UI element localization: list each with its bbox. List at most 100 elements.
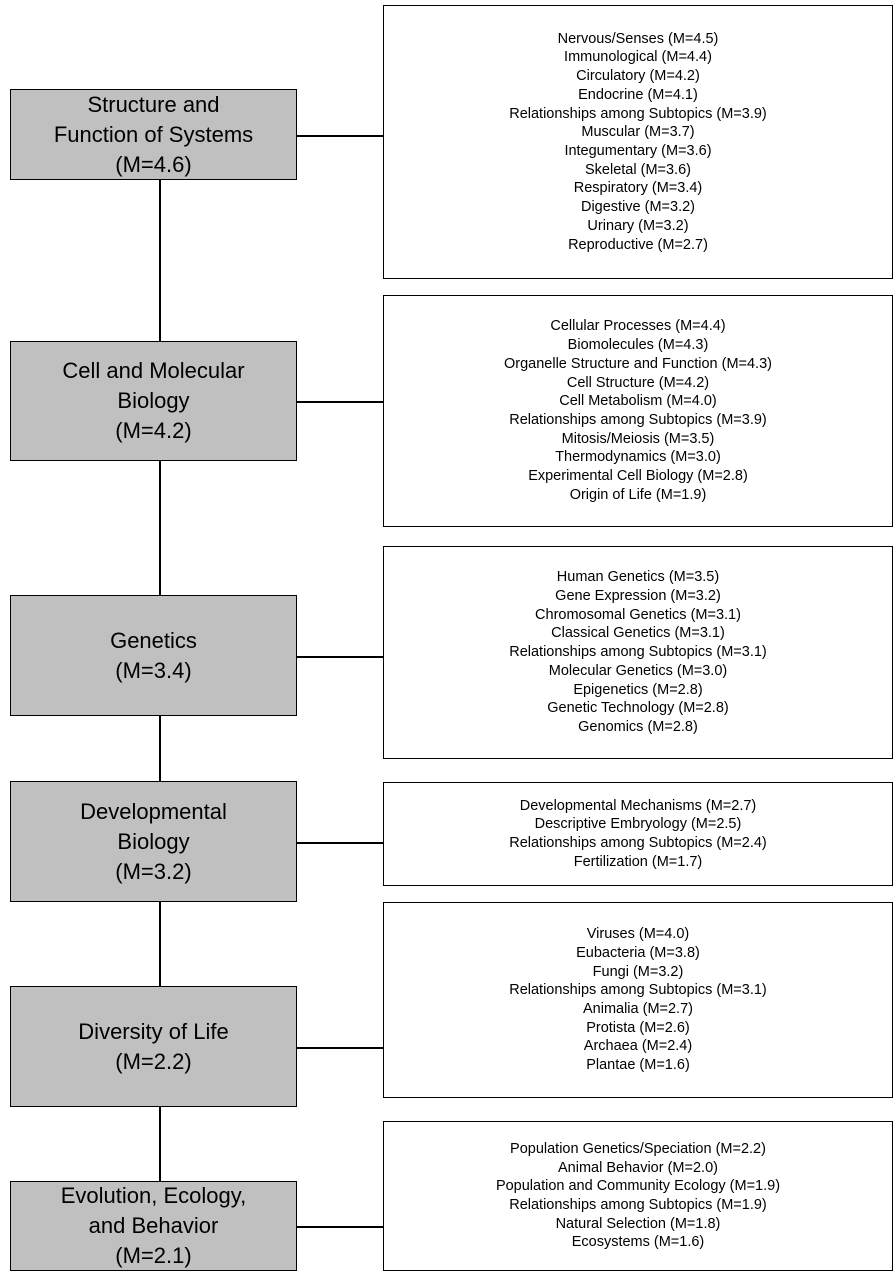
subtopic-item: Genetic Technology (M=2.8): [547, 700, 729, 717]
subtopic-item: Archaea (M=2.4): [583, 1038, 693, 1055]
subtopic-item: Cellular Processes (M=4.4): [550, 318, 726, 335]
subtopic-item: Relationships among Subtopics (M=1.9): [509, 1197, 767, 1213]
subtopic-item: Fertilization (M=1.7): [573, 853, 703, 870]
branch-connector: [297, 401, 383, 403]
subtopic-item: Molecular Genetics (M=3.0): [548, 662, 728, 679]
subtopic-item: Genomics (M=2.8): [578, 718, 698, 735]
category-box: Cell and Molecular Biology (M=4.2): [10, 341, 297, 461]
category-label-line: Biology: [117, 828, 190, 854]
subtopic-box: Population Genetics/Speciation (M=2.2) An…: [383, 1121, 893, 1271]
category-box: Diversity of Life (M=2.2): [10, 986, 297, 1107]
subtopic-item: Relationships among Subtopics (M=2.4): [509, 835, 767, 851]
subtopic-item: Integumentary (M=3.6): [564, 143, 712, 159]
subtopic-item: Descriptive Embryology (M=2.5): [534, 816, 742, 833]
subtopic-item: Population Genetics/Speciation (M=2.2): [510, 1140, 766, 1157]
category-label-line: Cell and Molecular: [62, 358, 245, 383]
subtopic-item: Animal Behavior (M=2.0): [558, 1159, 718, 1176]
spine-connector: [159, 1107, 161, 1181]
subtopic-list: Population Genetics/Speciation (M=2.2) An…: [496, 1140, 780, 1252]
category-label-line: (M=3.2): [115, 858, 192, 884]
category-label-line: Developmental: [80, 798, 227, 824]
subtopic-item: Eubacteria (M=3.8): [576, 944, 700, 961]
category-label-line: (M=2.2): [115, 1048, 192, 1074]
branch-connector: [297, 842, 383, 844]
subtopic-item: Relationships among Subtopics (M=3.1): [509, 982, 767, 999]
category-label-line: Biology: [117, 388, 190, 413]
subtopic-list: Nervous/Senses (M=4.5) Immunological (M=4…: [509, 30, 767, 254]
category-box: Developmental Biology (M=3.2): [10, 781, 297, 902]
subtopic-item: Urinary (M=3.2): [587, 217, 689, 234]
subtopic-item: Experimental Cell Biology (M=2.8): [528, 468, 748, 485]
subtopic-item: Origin of Life (M=1.9): [569, 486, 707, 503]
subtopic-item: Thermodynamics (M=3.0): [555, 449, 721, 466]
subtopic-item: Nervous/Senses (M=4.5): [557, 30, 719, 47]
subtopic-item: Organelle Structure and Function (M=4.3): [504, 355, 772, 372]
subtopic-box: Human Genetics (M=3.5) Gene Expression (M…: [383, 546, 893, 759]
category-label-line: Function of Systems: [53, 121, 254, 147]
subtopic-item: Gene Expression (M=3.2): [555, 588, 721, 605]
subtopic-box: Nervous/Senses (M=4.5) Immunological (M=4…: [383, 5, 893, 279]
spine-connector: [159, 180, 161, 341]
subtopic-box: Cellular Processes (M=4.4) Biomolecules (…: [383, 295, 893, 527]
subtopic-list: Developmental Mechanisms (M=2.7) Descript…: [509, 797, 767, 872]
spine-connector: [159, 716, 161, 781]
subtopic-item: Relationships among Subtopics (M=3.9): [509, 412, 767, 428]
category-label-line: Evolution, Ecology,: [60, 1183, 247, 1208]
subtopic-item: Plantae (M=1.6): [586, 1057, 690, 1074]
spine-connector: [159, 461, 161, 595]
category-label: Structure and Function of Systems (M=4.6): [54, 90, 253, 180]
subtopic-item: Circulatory (M=4.2): [576, 68, 700, 85]
subtopic-item: Fungi (M=3.2): [592, 963, 684, 980]
category-label: Diversity of Life (M=2.2): [78, 1017, 228, 1077]
category-label-line: (M=4.6): [115, 151, 192, 177]
subtopic-item: Relationships among Subtopics (M=3.1): [509, 644, 767, 661]
subtopic-item: Viruses (M=4.0): [586, 926, 690, 943]
subtopic-item: Mitosis/Meiosis (M=3.5): [561, 430, 715, 447]
subtopic-item: Natural Selection (M=1.8): [555, 1215, 721, 1232]
branch-connector: [297, 135, 383, 137]
spine-connector: [159, 902, 161, 986]
subtopic-box: Developmental Mechanisms (M=2.7) Descript…: [383, 782, 893, 886]
subtopic-item: Relationships among Subtopics (M=3.9): [509, 105, 767, 122]
subtopic-list: Cellular Processes (M=4.4) Biomolecules (…: [504, 317, 772, 504]
subtopic-box: Viruses (M=4.0) Eubacteria (M=3.8) Fungi (…: [383, 902, 893, 1098]
subtopic-item: Skeletal (M=3.6): [585, 161, 691, 178]
subtopic-list: Human Genetics (M=3.5) Gene Expression (M…: [509, 568, 767, 736]
subtopic-item: Protista (M=2.6): [586, 1019, 690, 1036]
subtopic-item: Immunological (M=4.4): [564, 49, 712, 66]
subtopic-item: Population and Community Ecology (M=1.9): [495, 1178, 781, 1195]
branch-connector: [297, 656, 383, 658]
subtopic-item: Muscular (M=3.7): [581, 124, 695, 141]
category-label-line: (M=4.2): [115, 418, 192, 443]
category-label-line: (M=3.4): [115, 657, 192, 683]
branch-connector: [297, 1226, 383, 1228]
subtopic-item: Respiratory (M=3.4): [573, 180, 703, 197]
category-label-line: and Behavior: [88, 1213, 219, 1238]
category-label-line: Diversity of Life: [78, 1018, 229, 1044]
category-label: Cell and Molecular Biology (M=4.2): [62, 356, 244, 446]
subtopic-item: Digestive (M=3.2): [580, 199, 695, 216]
subtopic-item: Animalia (M=2.7): [582, 1001, 693, 1017]
category-label-line: Genetics: [110, 627, 197, 653]
category-box: Evolution, Ecology, and Behavior (M=2.1): [10, 1181, 297, 1271]
subtopic-item: Developmental Mechanisms (M=2.7): [519, 797, 757, 814]
category-label: Developmental Biology (M=3.2): [80, 797, 227, 887]
subtopic-item: Epigenetics (M=2.8): [573, 681, 703, 698]
subtopic-item: Human Genetics (M=3.5): [556, 569, 720, 586]
category-label: Genetics (M=3.4): [110, 626, 197, 686]
category-label: Evolution, Ecology, and Behavior (M=2.1): [61, 1181, 246, 1271]
subtopic-item: Ecosystems (M=1.6): [571, 1234, 705, 1251]
subtopic-item: Classical Genetics (M=3.1): [551, 625, 725, 642]
subtopic-item: Cell Structure (M=4.2): [566, 374, 710, 391]
category-label-line: Structure and: [87, 91, 220, 117]
subtopic-item: Endocrine (M=4.1): [578, 86, 698, 103]
category-label-line: (M=2.1): [115, 1243, 192, 1268]
category-box: Genetics (M=3.4): [10, 595, 297, 716]
subtopic-item: Biomolecules (M=4.3): [567, 337, 709, 354]
subtopic-item: Chromosomal Genetics (M=3.1): [535, 606, 741, 623]
subtopic-list: Viruses (M=4.0) Eubacteria (M=3.8) Fungi (…: [509, 925, 767, 1075]
subtopic-item: Reproductive (M=2.7): [568, 236, 708, 253]
branch-connector: [297, 1047, 383, 1049]
subtopic-item: Cell Metabolism (M=4.0): [559, 393, 717, 410]
category-box: Structure and Function of Systems (M=4.6): [10, 89, 297, 180]
